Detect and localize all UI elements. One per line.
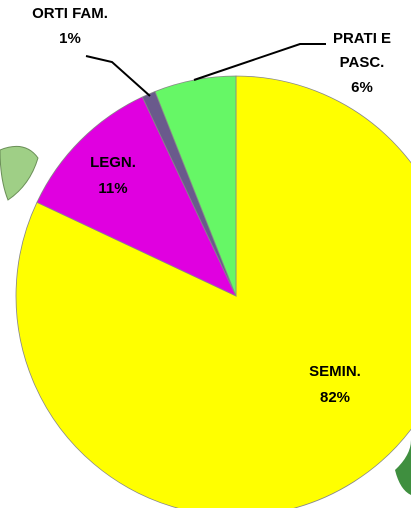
value-label: 82%	[319, 389, 351, 406]
data-label: ORTI FAM. 1%	[30, 2, 110, 52]
pie	[15, 75, 411, 508]
category-label: LEGN.	[90, 154, 136, 171]
data-label: SEMIN. 82%	[285, 359, 385, 411]
data-label: PRATI E PASC. 6%	[312, 27, 411, 101]
leader-line	[85, 55, 151, 97]
category-label: SEMIN.	[309, 363, 361, 380]
data-label: LEGN. 11%	[68, 150, 158, 202]
value-label: 11%	[98, 180, 128, 197]
category-label: ORTI FAM.	[32, 5, 108, 22]
pie-slice	[36, 96, 237, 297]
leaf-decoration	[0, 145, 39, 201]
value-label: 1%	[59, 30, 81, 47]
leader-line	[193, 43, 326, 81]
pie-slice	[15, 75, 411, 508]
category-label: PRATI E PASC.	[332, 30, 392, 71]
value-label: 6%	[351, 79, 373, 96]
leaf-decoration	[395, 440, 411, 495]
